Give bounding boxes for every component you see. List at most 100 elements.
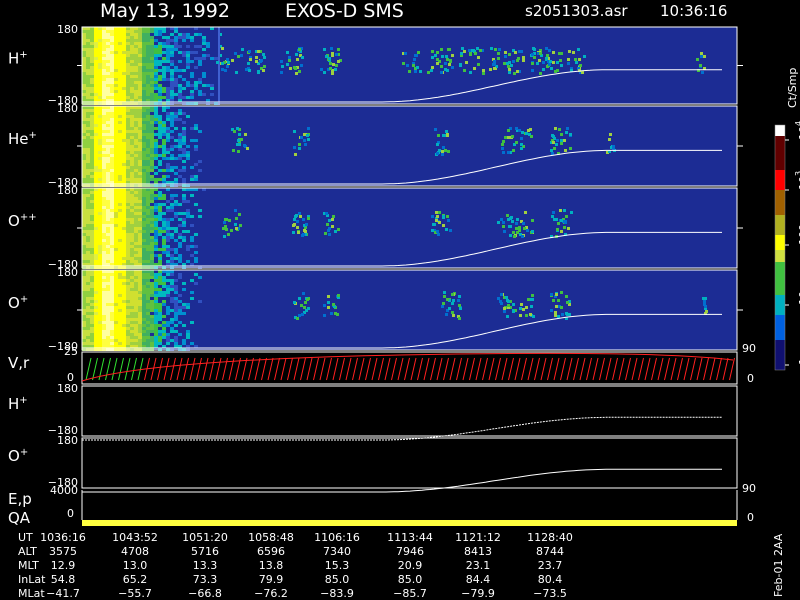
spectrogram-cell [130, 60, 134, 63]
spectrogram-cell [435, 219, 438, 222]
spectrogram-cell [102, 291, 106, 294]
spectrogram-cell [510, 216, 513, 219]
spectrogram-cell [134, 312, 138, 315]
spectrogram-cell [142, 345, 146, 348]
colorbar-band [775, 125, 785, 136]
spectrogram-cell [102, 166, 106, 169]
spectrogram-cell [198, 78, 202, 81]
spectrogram-cell [102, 127, 106, 130]
spectrogram-cell [245, 68, 248, 71]
spectrogram-cell [126, 54, 130, 57]
spectrogram-cell [126, 157, 130, 160]
spectrogram-cell [130, 45, 134, 48]
spectrogram-cell [114, 136, 118, 139]
spectrogram-cell [122, 218, 126, 221]
spectrogram-cell [118, 172, 122, 175]
spectrogram-cell [102, 93, 106, 96]
spectrogram-cell [142, 78, 146, 81]
spectrogram-cell [114, 96, 118, 99]
spectrogram-cell [227, 233, 230, 236]
spectrogram-cell [130, 191, 134, 194]
spectrogram-cell [436, 152, 439, 155]
spectrogram-cell [515, 227, 518, 230]
spectrogram-cell [134, 99, 138, 102]
spectrogram-cell [118, 169, 122, 172]
spectrogram-cell [102, 221, 106, 224]
spectrogram-cell [146, 154, 150, 157]
spectrogram-cell [94, 263, 98, 266]
spectrogram-cell [552, 61, 555, 64]
spectrogram-cell [446, 69, 449, 72]
spectrogram-cell [102, 169, 106, 172]
spectrogram-cell [513, 235, 516, 238]
spectrogram-cell [94, 257, 98, 260]
spectrogram-cell [154, 84, 158, 87]
spectrogram-cell [158, 130, 162, 133]
spectrogram-cell [102, 172, 106, 175]
spectrogram-cell [146, 163, 150, 166]
spectrogram-cell [98, 118, 102, 121]
spectrogram-cell [82, 27, 86, 30]
spectrogram-cell [554, 295, 557, 298]
spectrogram-cell [170, 300, 174, 303]
spectrogram-cell [134, 112, 138, 115]
spectrogram-cell [90, 181, 94, 184]
spectrogram-cell [142, 51, 146, 54]
spectrogram-cell [106, 303, 110, 306]
spectrogram-cell [170, 84, 174, 87]
spectrogram-cell [130, 345, 134, 348]
spectrogram-cell [86, 106, 90, 109]
spectrogram-cell [194, 345, 198, 348]
spectrogram-cell [154, 30, 158, 33]
spectrogram-cell [98, 27, 102, 30]
spectrogram-cell [444, 68, 447, 71]
spectrogram-cell [114, 63, 118, 66]
spectrogram-cell [154, 218, 158, 221]
spectrogram-cell [114, 203, 118, 206]
panel-label-sup: + [29, 130, 37, 141]
spectrogram-cell [170, 194, 174, 197]
spectrogram-cell [126, 163, 130, 166]
spectrogram-cell [122, 309, 126, 312]
spectrogram-cell [564, 221, 567, 224]
spectrogram-cell [142, 312, 146, 315]
spectrogram-cell [106, 81, 110, 84]
spectrogram-cell [154, 203, 158, 206]
spectrogram-cell [82, 115, 86, 118]
spectrogram-cell [579, 71, 582, 74]
spectrogram-cell [166, 175, 170, 178]
spectrogram-cell [334, 230, 337, 233]
spectrogram-cell [514, 309, 517, 312]
spectrogram-cell [134, 42, 138, 45]
spectrogram-cell [102, 239, 106, 242]
spectrogram-cell [94, 291, 98, 294]
spectrogram-cell [170, 75, 174, 78]
spectrogram-cell [138, 51, 142, 54]
spectrogram-cell [565, 295, 568, 298]
spectrogram-cell [98, 233, 102, 236]
spectrogram-cell [102, 124, 106, 127]
spectrogram-cell [90, 133, 94, 136]
spectrogram-cell [150, 39, 154, 42]
spectrogram-cell [102, 209, 106, 212]
spectrogram-cell [402, 52, 405, 55]
spectrogram-cell [138, 260, 142, 263]
spectrogram-cell [110, 81, 114, 84]
spectrogram-cell [539, 49, 542, 52]
spectrogram-cell [433, 229, 436, 232]
spectrogram-cell [122, 312, 126, 315]
spectrogram-cell [539, 52, 542, 55]
spectrogram-cell [194, 163, 198, 166]
spectrogram-cell [106, 87, 110, 90]
spectrogram-cell [166, 151, 170, 154]
spectrogram-cell [701, 71, 704, 74]
spectrogram-cell [94, 30, 98, 33]
spectrogram-cell [90, 57, 94, 60]
spectrogram-cell [451, 54, 454, 57]
spectrogram-cell [142, 130, 146, 133]
spectrogram-cell [174, 115, 178, 118]
spectrogram-cell [110, 27, 114, 30]
spectrogram-cell [82, 78, 86, 81]
spectrogram-cell [142, 236, 146, 239]
